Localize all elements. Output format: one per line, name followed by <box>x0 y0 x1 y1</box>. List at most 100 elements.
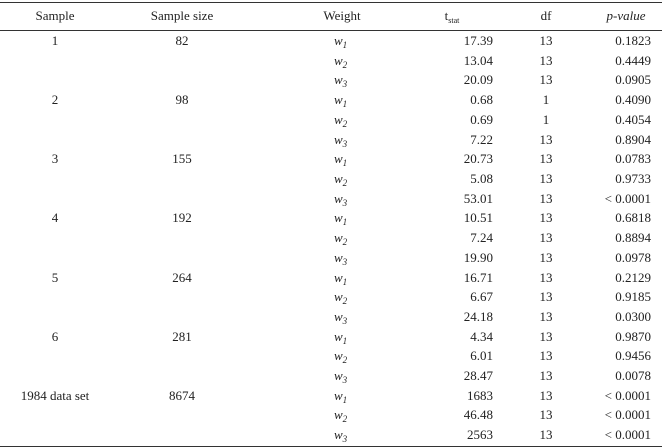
weight-subscript: 3 <box>342 197 348 208</box>
weight-subscript: 2 <box>342 296 348 307</box>
weight-subscript: 1 <box>342 40 348 50</box>
p-value-cell: 0.2129 <box>615 269 651 285</box>
t-stat-cell: 6.67 <box>470 289 493 305</box>
df-cell: 13 <box>539 407 553 423</box>
sample-cell: 1984 data set <box>20 387 90 403</box>
weight-subscript: 1 <box>342 158 348 169</box>
weight-cell: w3 <box>334 72 347 89</box>
df-cell: 13 <box>539 151 553 167</box>
weight-subscript: 3 <box>342 375 348 386</box>
weight-cell: w1 <box>334 387 348 405</box>
weight-subscript: 2 <box>342 237 348 248</box>
df-cell: 1 <box>542 92 550 108</box>
df-cell: 13 <box>539 249 553 265</box>
sample-cell: 5 <box>51 269 59 285</box>
weight-symbol: w <box>334 308 343 324</box>
weight-cell: w2 <box>334 230 348 248</box>
p-value-cell: 0.0300 <box>615 308 651 324</box>
p-value-cell: 0.0905 <box>615 72 651 88</box>
weight-subscript: 3 <box>342 315 348 326</box>
weight-subscript: 2 <box>342 414 348 425</box>
weight-subscript: 1 <box>342 217 348 228</box>
weight-cell: w3 <box>334 308 348 326</box>
size-cell: 281 <box>172 328 192 344</box>
weight-cell: w1 <box>334 92 348 110</box>
p-value-cell: 0.0783 <box>615 151 651 167</box>
t-stat-cell: 5.08 <box>470 170 493 186</box>
df-cell: 13 <box>539 269 553 285</box>
weight-cell: w2 <box>334 170 348 188</box>
sample-cell: 1 <box>51 33 59 48</box>
t-stat-cell: 16.71 <box>463 269 493 285</box>
header-cell: tstat <box>444 8 460 25</box>
weight-symbol: w <box>334 52 343 68</box>
p-value-cell: < 0.0001 <box>604 427 651 443</box>
t-stat-cell: 19.90 <box>463 249 493 265</box>
size-cell: 82 <box>175 33 189 48</box>
p-value-cell: 0.9185 <box>615 289 651 305</box>
t-stat-cell: 20.09 <box>463 72 493 88</box>
bottom-rule <box>0 446 662 447</box>
weight-cell: w2 <box>334 348 348 366</box>
weight-cell: w2 <box>334 289 348 307</box>
weight-symbol: w <box>334 328 343 344</box>
weight-cell: w3 <box>334 368 348 386</box>
header-subscript: stat <box>448 16 460 25</box>
p-value-cell: 0.9733 <box>615 170 651 186</box>
weight-symbol: w <box>334 210 343 226</box>
df-cell: 13 <box>539 348 553 364</box>
t-stat-cell: 20.73 <box>463 151 493 167</box>
p-value-cell: 0.0078 <box>615 368 651 384</box>
p-value-cell: 0.4090 <box>615 92 651 108</box>
weight-symbol: w <box>334 230 343 246</box>
p-value-cell: 0.4449 <box>615 52 651 68</box>
weight-subscript: 2 <box>342 118 348 129</box>
weight-subscript: 1 <box>342 99 348 110</box>
df-cell: 13 <box>539 190 553 206</box>
df-cell: 13 <box>539 230 553 246</box>
header-cell: Weight <box>323 8 361 23</box>
weight-symbol: w <box>334 387 343 403</box>
weight-cell: w3 <box>334 427 347 444</box>
weight-symbol: w <box>334 407 343 423</box>
weight-symbol: w <box>334 170 343 186</box>
p-value-cell: < 0.0001 <box>604 387 651 403</box>
t-stat-cell: 4.34 <box>470 328 493 344</box>
top-rule <box>0 2 662 3</box>
weight-symbol: w <box>334 289 343 305</box>
sample-cell: 6 <box>51 328 59 344</box>
weight-subscript: 2 <box>342 177 348 188</box>
size-cell: 98 <box>175 92 189 108</box>
t-stat-cell: 28.47 <box>463 368 493 384</box>
weight-cell: w3 <box>334 191 348 208</box>
weight-symbol: w <box>334 269 343 285</box>
t-stat-cell: 2563 <box>467 427 493 443</box>
df-cell: 13 <box>539 427 553 443</box>
weight-cell: w1 <box>334 210 348 228</box>
sample-cell: 2 <box>51 92 59 108</box>
p-value-cell: < 0.0001 <box>604 407 651 423</box>
df-cell: 1 <box>542 111 550 127</box>
p-value-cell: 0.8894 <box>615 230 651 246</box>
weight-symbol: w <box>334 111 343 127</box>
size-cell: 264 <box>172 269 192 285</box>
weight-subscript: 3 <box>342 256 348 267</box>
header-symbol: t <box>444 8 449 23</box>
header-cell: p-value <box>606 8 646 23</box>
weight-subscript: 1 <box>342 276 348 287</box>
weight-cell: w1 <box>334 328 347 346</box>
weight-cell: w1 <box>334 269 348 287</box>
weight-symbol: w <box>334 348 343 364</box>
p-value-cell: < 0.0001 <box>604 190 651 206</box>
t-stat-cell: 17.39 <box>463 33 493 48</box>
p-value-cell: 0.6818 <box>615 210 651 226</box>
weight-symbol: w <box>334 33 343 48</box>
t-stat-cell: 7.22 <box>470 131 493 147</box>
header-rule <box>0 30 662 31</box>
p-value-cell: 0.8904 <box>615 131 651 147</box>
weight-subscript: 1 <box>342 394 348 405</box>
weight-subscript: 2 <box>342 355 348 366</box>
t-stat-cell: 13.04 <box>463 52 493 68</box>
p-value-cell: 0.1823 <box>615 33 651 48</box>
